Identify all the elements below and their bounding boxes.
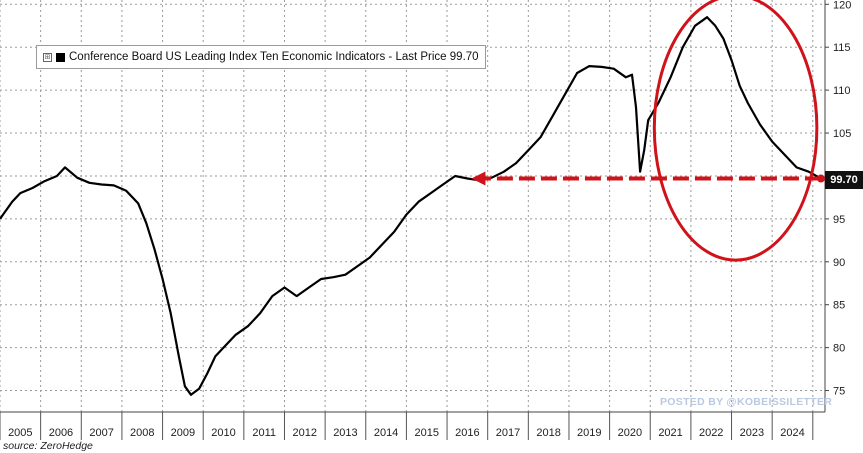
x-tick-label: 2008 — [130, 427, 154, 439]
x-tick-label: 2019 — [577, 427, 601, 439]
x-tick-label: 2007 — [89, 427, 113, 439]
y-tick-label: 95 — [833, 214, 845, 226]
x-tick-label: 2012 — [293, 427, 317, 439]
x-tick-label: 2018 — [536, 427, 560, 439]
source-note: source: ZeroHedge — [3, 440, 93, 452]
last-price-label: 99.70 — [825, 171, 863, 189]
y-tick-label: 120 — [833, 0, 851, 11]
x-tick-label: 2023 — [740, 427, 764, 439]
legend-toggle-icon[interactable]: ⊞ — [43, 52, 52, 62]
x-tick-label: 2014 — [374, 427, 398, 439]
legend-label: Conference Board US Leading Index Ten Ec… — [69, 51, 479, 63]
x-tick-label: 2015 — [414, 427, 438, 439]
y-tick-label: 90 — [833, 257, 845, 269]
y-tick-label: 105 — [833, 128, 851, 140]
x-axis: 2005 2006 2007 2008 2009 2010 2011 2012 2013 2014… — [0, 0, 826, 440]
x-tick-label: 2005 — [8, 427, 32, 439]
y-axis-ticks: 7580859095100105110115120 — [825, 0, 851, 398]
watermark: POSTED BY @KOBEISSILETTER — [660, 396, 833, 408]
annotations — [471, 0, 821, 262]
y-tick-label: 85 — [833, 300, 845, 312]
series-line-group — [0, 16, 825, 396]
y-tick-label: 75 — [833, 386, 845, 398]
x-tick-label: 2011 — [252, 427, 276, 439]
y-tick-label: 115 — [833, 42, 851, 54]
legend-swatch — [56, 52, 65, 62]
y-tick-label: 110 — [833, 85, 851, 97]
x-tick-label: 2024 — [780, 427, 804, 439]
grid — [0, 0, 825, 412]
x-tick-label: 2020 — [618, 427, 642, 439]
x-tick-label: 2013 — [333, 427, 357, 439]
series-line — [0, 16, 822, 396]
x-tick-label: 2016 — [455, 427, 479, 439]
legend: ⊞ Conference Board US Leading Index Ten … — [36, 45, 486, 69]
x-tick-label: 2017 — [496, 427, 520, 439]
x-tick-label: 2021 — [658, 427, 682, 439]
y-tick-label: 80 — [833, 343, 845, 355]
x-tick-label: 2022 — [699, 427, 723, 439]
x-tick-label: 2010 — [211, 427, 235, 439]
highlight-ellipse — [652, 0, 819, 262]
x-tick-label: 2006 — [49, 427, 73, 439]
arrow-head-icon — [471, 171, 486, 186]
x-tick-label: 2009 — [171, 427, 195, 439]
